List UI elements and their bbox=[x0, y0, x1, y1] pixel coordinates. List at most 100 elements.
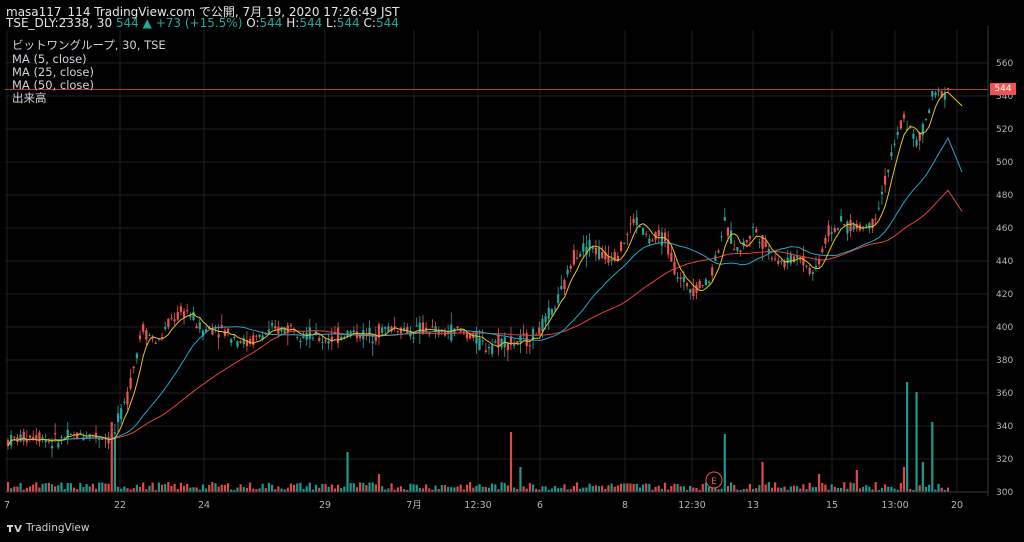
volume-bar bbox=[44, 483, 47, 492]
ma25-line bbox=[7, 136, 963, 447]
up-arrow-icon: ▲ bbox=[142, 16, 152, 30]
volume-bar bbox=[748, 483, 752, 492]
volume-bar bbox=[736, 489, 739, 492]
volume-bar bbox=[818, 474, 821, 492]
y-tick-label: 520 bbox=[996, 125, 1013, 135]
volume-bar bbox=[38, 487, 41, 492]
candle-body bbox=[85, 436, 88, 438]
candle-body bbox=[887, 169, 890, 173]
volume-bar bbox=[179, 482, 183, 492]
volume-bar bbox=[35, 482, 38, 492]
volume-bar bbox=[896, 489, 899, 492]
volume-bar bbox=[66, 483, 69, 492]
volume-bar bbox=[553, 486, 557, 492]
candle-body bbox=[6, 440, 10, 446]
candle-body bbox=[280, 327, 283, 332]
volume-bar bbox=[541, 486, 544, 492]
legend-ma50[interactable]: MA (50, close) bbox=[12, 78, 94, 92]
x-tick-label: 12:30 bbox=[464, 500, 491, 511]
brand-logo[interactable]: TradingView bbox=[6, 522, 89, 534]
candle-body bbox=[513, 343, 516, 346]
volume-bar bbox=[547, 489, 550, 492]
volume-bar bbox=[487, 487, 491, 492]
volume-bar bbox=[82, 487, 85, 492]
x-tick-label: 7 bbox=[4, 500, 10, 511]
volume-bar bbox=[236, 487, 239, 492]
volume-bar bbox=[884, 484, 887, 492]
candle-body bbox=[160, 336, 164, 339]
candle-body bbox=[214, 327, 217, 329]
volume-bar bbox=[638, 487, 642, 492]
candle-body bbox=[145, 330, 148, 340]
legend-ma25[interactable]: MA (25, close) bbox=[12, 65, 94, 79]
volume-bar bbox=[629, 483, 632, 492]
volume-bar bbox=[421, 488, 425, 492]
candle-body bbox=[852, 225, 855, 230]
brand-name: TradingView bbox=[26, 522, 90, 534]
volume-bar bbox=[223, 485, 227, 492]
candle-body bbox=[337, 327, 340, 344]
volume-bar bbox=[928, 484, 931, 492]
candle-body bbox=[211, 328, 214, 335]
volume-bar bbox=[217, 486, 220, 492]
volume-bar bbox=[214, 483, 217, 492]
candle-body bbox=[371, 341, 374, 344]
candle-body bbox=[88, 434, 91, 439]
volume-bar bbox=[478, 484, 481, 492]
high-label: H: bbox=[286, 16, 300, 30]
volume-bar bbox=[821, 482, 824, 492]
y-tick-label: 340 bbox=[996, 422, 1013, 432]
volume-bar bbox=[239, 484, 242, 492]
candle-body bbox=[638, 226, 642, 228]
volume-bar bbox=[528, 483, 531, 492]
volume-bar bbox=[182, 485, 186, 492]
volume-bar bbox=[167, 482, 170, 492]
candle-body bbox=[736, 247, 739, 252]
volume-bar bbox=[428, 488, 431, 492]
volume-bar bbox=[126, 488, 129, 492]
volume-bar bbox=[437, 489, 440, 492]
volume-bar bbox=[616, 485, 619, 492]
candle-body bbox=[13, 436, 16, 438]
y-tick-label: 400 bbox=[996, 323, 1013, 333]
legend-ma5[interactable]: MA (5, close) bbox=[12, 52, 87, 66]
legend-title[interactable]: ビットワングループ, 30, TSE bbox=[12, 38, 166, 52]
volume-bar bbox=[758, 485, 761, 492]
candle-body bbox=[107, 439, 110, 444]
candle-body bbox=[415, 325, 418, 327]
volume-bar bbox=[729, 482, 733, 492]
volume-bar bbox=[893, 488, 896, 492]
candle-body bbox=[176, 311, 179, 320]
volume-bar bbox=[575, 482, 579, 492]
volume-bar bbox=[874, 482, 877, 492]
volume-bar bbox=[535, 488, 538, 492]
volume-bar bbox=[79, 482, 82, 492]
volume-bars bbox=[6, 382, 950, 492]
volume-bar bbox=[494, 484, 497, 492]
volume-bar bbox=[292, 484, 296, 492]
event-label[interactable]: E bbox=[711, 477, 717, 487]
volume-bar bbox=[909, 488, 912, 492]
volume-bar bbox=[409, 483, 412, 492]
candle-body bbox=[692, 288, 695, 297]
candle-body bbox=[142, 324, 145, 332]
candle-body bbox=[868, 223, 871, 229]
volume-bar bbox=[726, 485, 730, 492]
candle-body bbox=[516, 340, 519, 344]
candle-body bbox=[726, 227, 730, 236]
volume-bar bbox=[299, 482, 302, 492]
candle-body bbox=[283, 328, 286, 334]
candle-body bbox=[522, 333, 525, 336]
candle-body bbox=[619, 241, 623, 252]
candle-body bbox=[607, 256, 610, 263]
volume-bar bbox=[846, 488, 849, 492]
volume-bar bbox=[142, 482, 145, 492]
candle-body bbox=[506, 343, 509, 351]
candle-body bbox=[302, 336, 305, 339]
y-tick-label: 500 bbox=[996, 158, 1013, 168]
volume-bar bbox=[201, 484, 205, 492]
x-tick-label: 7月 bbox=[406, 500, 422, 511]
volume-bar bbox=[811, 487, 814, 492]
legend-volume[interactable]: 出来高 bbox=[12, 91, 47, 105]
